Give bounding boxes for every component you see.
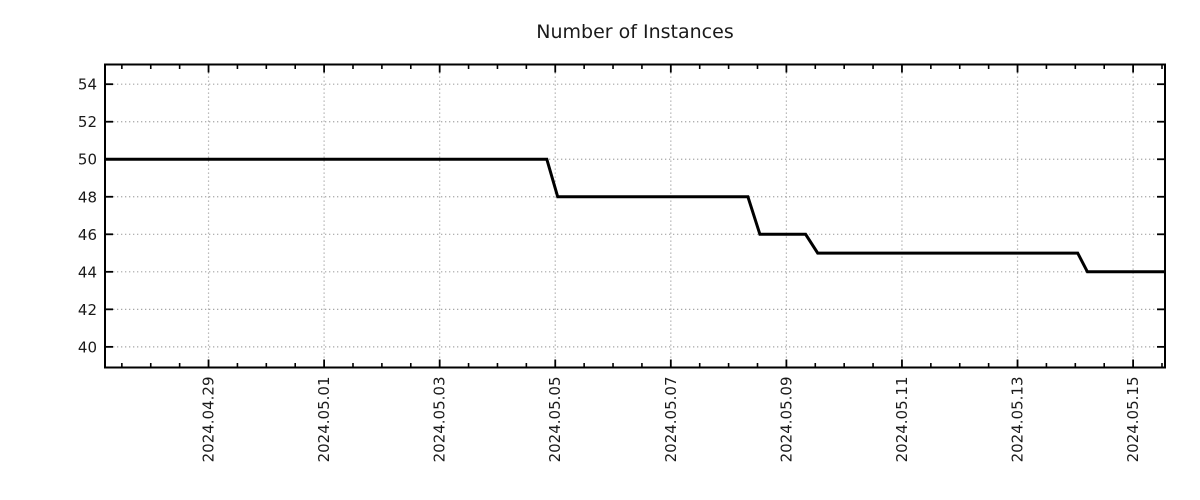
x-tick-label: 2024.05.01 xyxy=(315,377,333,463)
y-tick-label: 46 xyxy=(78,226,97,244)
plot-border xyxy=(104,63,1166,369)
x-tick-label: 2024.05.03 xyxy=(431,376,449,462)
series-line-instances xyxy=(105,157,1165,274)
y-tick-label: 52 xyxy=(78,113,97,131)
tick-labels: 40 42 44 46 48 50 52 54 2024.04.29 2024.05.01 2024… xyxy=(78,76,1142,463)
y-tick-label: 40 xyxy=(78,338,97,356)
y-tick-label: 50 xyxy=(78,151,97,169)
y-tick-label: 44 xyxy=(78,263,97,281)
data-series xyxy=(105,157,1165,274)
x-tick-label: 2024.05.09 xyxy=(777,377,795,463)
x-tick-label: 2024.05.11 xyxy=(893,377,911,463)
y-tick-label: 42 xyxy=(78,301,97,319)
gridlines xyxy=(105,64,1165,368)
x-tick-label: 2024.05.07 xyxy=(662,377,680,463)
x-tick-label: 2024.05.13 xyxy=(1009,377,1027,463)
x-tick-label: 2024.05.15 xyxy=(1124,377,1142,463)
y-tick-label: 48 xyxy=(78,188,97,206)
x-tick-label: 2024.05.05 xyxy=(546,377,564,463)
x-tick-label: 2024.04.29 xyxy=(200,377,218,463)
axis-ticks xyxy=(105,64,1165,368)
y-tick-label: 54 xyxy=(78,76,97,94)
plot-border-rect xyxy=(104,63,1166,369)
chart-title: Number of Instances xyxy=(536,21,733,43)
